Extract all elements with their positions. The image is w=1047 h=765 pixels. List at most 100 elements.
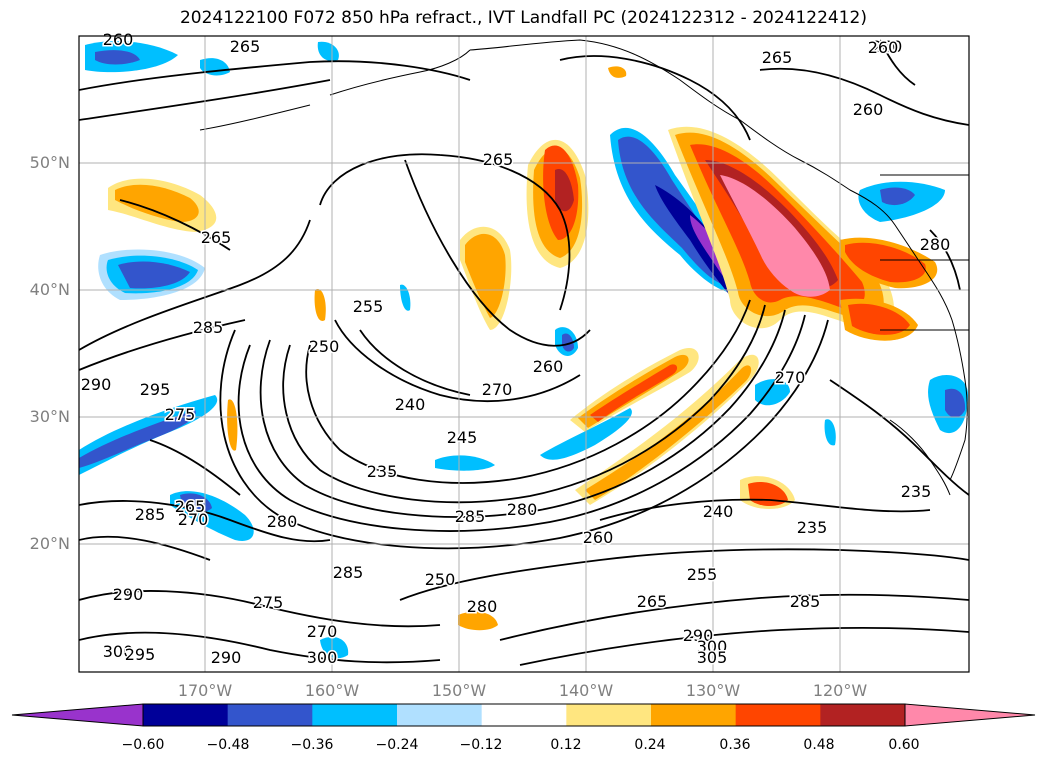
- anomaly-patch: [400, 284, 411, 311]
- anomaly-patch: [555, 169, 574, 212]
- anomaly-patch: [848, 303, 910, 335]
- anomaly-patch: [655, 185, 743, 305]
- contour-value-label: 270: [482, 380, 513, 399]
- colorbar-tick-label: 0.60: [888, 737, 920, 753]
- contour-value-label: 240: [703, 502, 734, 521]
- colorbar-tick-label: 0.48: [803, 737, 835, 753]
- colorbar-tick-label: −0.60: [121, 737, 165, 753]
- contour-value-label: 235: [367, 462, 398, 481]
- lon-label: 150°W: [431, 681, 487, 700]
- colorbar-tick-label: −0.48: [206, 737, 250, 753]
- anomaly-patch: [118, 261, 190, 289]
- contour-value-label: 275: [253, 593, 284, 612]
- lon-label: 170°W: [177, 681, 233, 700]
- contour-value-label: 265: [175, 497, 206, 516]
- lon-label: 120°W: [812, 681, 868, 700]
- anomaly-patch: [314, 289, 326, 321]
- lon-label: 160°W: [304, 681, 360, 700]
- contour-value-label: 300: [307, 648, 338, 667]
- anomaly-patch: [227, 399, 238, 451]
- colorbar-box: [312, 704, 398, 726]
- contour-value-label: 265: [201, 228, 232, 247]
- anomaly-patch: [945, 388, 966, 418]
- contour-value-label: 245: [447, 428, 478, 447]
- anomaly-patch: [845, 242, 926, 283]
- colorbar-box: [143, 704, 229, 726]
- anomaly-patch: [435, 455, 495, 471]
- contour-value-label: 300: [697, 637, 728, 656]
- anomaly-patch: [585, 365, 752, 500]
- contour-value-label: 280: [920, 235, 951, 254]
- lat-label: 50°N: [29, 153, 70, 172]
- colorbar-tick-label: 0.24: [634, 737, 666, 753]
- colorbar-box: [397, 704, 483, 726]
- contour-value-label: 270: [178, 510, 209, 529]
- contour-value-label: 235: [901, 482, 932, 501]
- colorbar-tick-label: −0.12: [459, 737, 503, 753]
- anomaly-patch: [465, 233, 506, 318]
- contour-value-label: 295: [140, 380, 171, 399]
- contour-value-label: 285: [333, 563, 364, 582]
- colorbar-tick-label: 0.36: [719, 737, 751, 753]
- lon-label: 130°W: [685, 681, 741, 700]
- refractivity-contours: [79, 39, 969, 666]
- map-frame: [78, 35, 970, 673]
- contour-value-label: 305: [697, 648, 728, 667]
- anomaly-patch: [608, 66, 627, 78]
- contour-value-label: 290: [683, 626, 714, 645]
- contour-value-label: 265: [230, 37, 261, 56]
- contour-value-label: 260: [583, 528, 614, 547]
- anomaly-patch: [562, 333, 574, 352]
- colorbar-tick-label: −0.36: [290, 737, 334, 753]
- contour-value-label: 260: [533, 357, 564, 376]
- anomaly-patch: [824, 419, 836, 446]
- contour-value-label: 260: [868, 38, 899, 57]
- colorbar-box: [566, 704, 652, 726]
- contour-value-label: 300: [103, 642, 134, 661]
- anomaly-patch: [95, 50, 140, 65]
- anomaly-patch: [79, 410, 196, 468]
- colorbar-tick-label: 0.12: [550, 737, 582, 753]
- lat-label: 20°N: [29, 534, 70, 553]
- contour-value-label: 265: [762, 48, 793, 67]
- anomaly-patch: [115, 184, 199, 222]
- contour-value-label: 270: [775, 368, 806, 387]
- contour-value-label: 265: [483, 150, 514, 169]
- anomaly-patch: [458, 611, 498, 631]
- anomaly-patch: [880, 187, 915, 206]
- contour-value-label: 285: [790, 592, 821, 611]
- contour-value-label: 255: [353, 297, 384, 316]
- anomaly-patch: [590, 364, 678, 422]
- contour-value-label: 280: [507, 500, 538, 519]
- colorbar-box: [227, 704, 313, 726]
- anomaly-patch: [720, 175, 830, 297]
- contour-value-label: 240: [395, 395, 426, 414]
- lon-label: 140°W: [558, 681, 614, 700]
- contour-value-label: 260: [872, 37, 903, 56]
- colorbar-extend-min: [11, 703, 144, 727]
- contour-labels: 260 265 265 260 265 265 260 285 255 250 290 295 240 2…: [79, 29, 952, 669]
- anomaly-patch: [317, 41, 339, 61]
- coastlines: [199, 39, 969, 496]
- contour-value-label: 260: [853, 100, 884, 119]
- chart-title: 2024122100 F072 850 hPa refract., IVT La…: [179, 8, 867, 28]
- colorbar-box: [481, 704, 567, 726]
- colorbar-border: [142, 703, 906, 727]
- contour-value-label: 280: [467, 597, 498, 616]
- contour-value-label: 265: [637, 592, 668, 611]
- lat-label: 30°N: [29, 407, 70, 426]
- colorbar-extend-max: [904, 703, 1036, 727]
- colorbar-box: [651, 704, 737, 726]
- gridlines: [79, 36, 969, 672]
- contour-value-label: 275: [165, 405, 196, 424]
- colorbar: [11, 703, 1036, 727]
- colorbar-box: [820, 704, 906, 726]
- contour-value-label: 250: [425, 570, 456, 589]
- contour-value-label: 250: [309, 337, 340, 356]
- contour-value-label: 235: [797, 518, 828, 537]
- lat-label: 40°N: [29, 280, 70, 299]
- anomaly-patch: [320, 636, 349, 659]
- contour-value-label: 280: [267, 512, 298, 531]
- contour-value-label: 290: [81, 375, 112, 394]
